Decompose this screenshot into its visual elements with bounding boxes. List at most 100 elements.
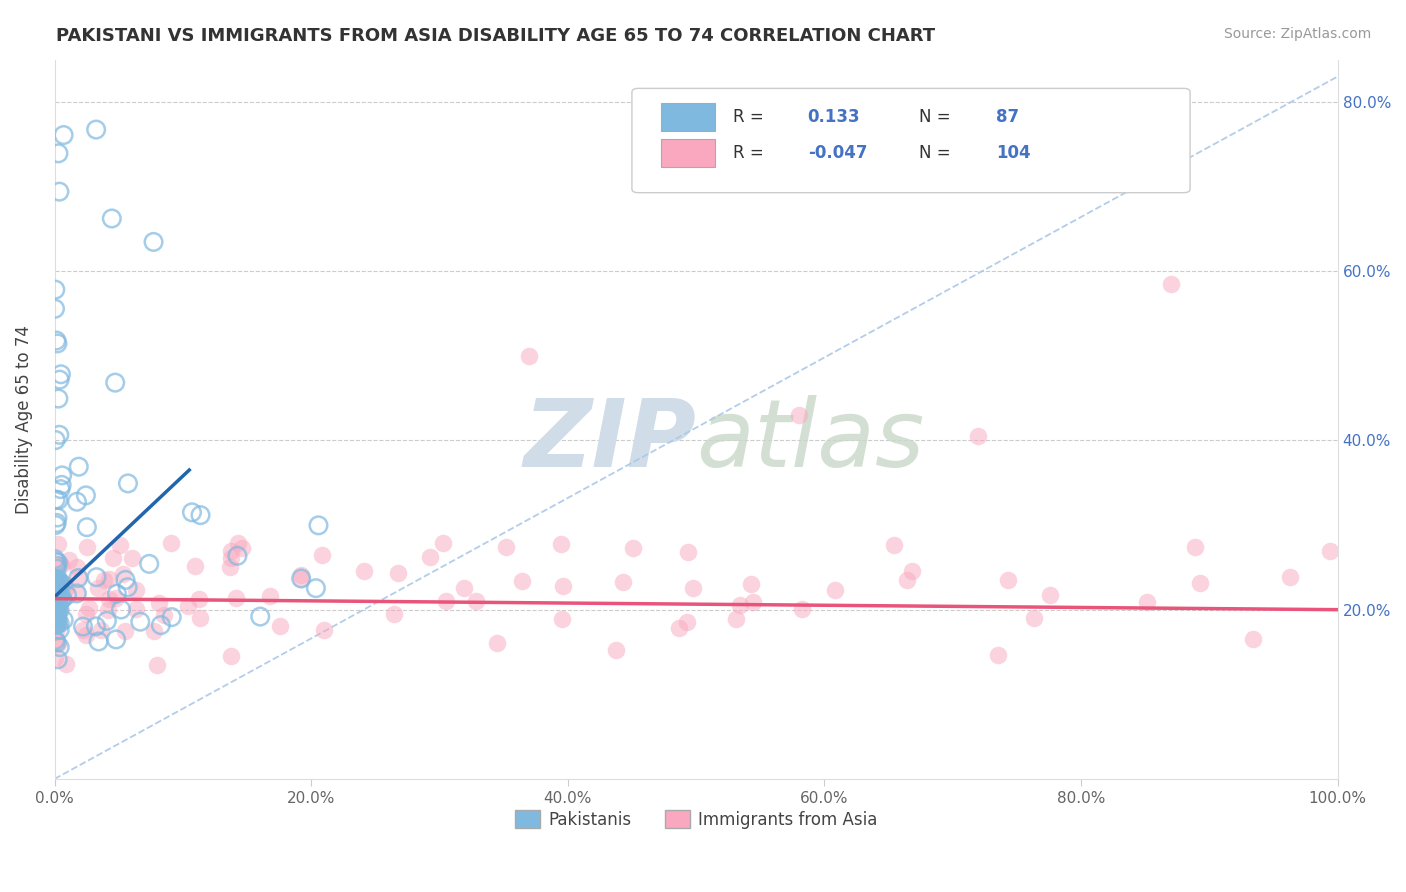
Point	[159, 536, 181, 550]
Point	[75, 628, 97, 642]
Point	[45, 561, 67, 575]
Point	[312, 624, 335, 638]
Point	[49, 575, 72, 590]
Point	[48, 616, 70, 631]
Point	[44, 598, 66, 612]
Point	[93, 573, 115, 587]
Point	[51, 468, 73, 483]
Point	[46, 595, 69, 609]
Point	[45, 334, 67, 348]
Point	[495, 540, 517, 554]
Point	[142, 624, 165, 638]
Point	[44, 633, 66, 648]
Point	[48, 588, 70, 602]
Point	[612, 574, 634, 589]
Point	[87, 581, 110, 595]
Point	[45, 578, 67, 592]
Point	[45, 617, 67, 632]
Point	[46, 652, 69, 666]
Point	[46, 592, 69, 607]
Point	[121, 551, 143, 566]
Point	[45, 601, 67, 615]
Point	[382, 607, 405, 621]
Point	[48, 591, 70, 605]
Text: PAKISTANI VS IMMIGRANTS FROM ASIA DISABILITY AGE 65 TO 74 CORRELATION CHART: PAKISTANI VS IMMIGRANTS FROM ASIA DISABI…	[56, 27, 935, 45]
Point	[387, 566, 409, 581]
Text: -0.047: -0.047	[807, 145, 868, 162]
Point	[112, 567, 135, 582]
Point	[45, 574, 67, 588]
Point	[190, 508, 212, 522]
Point	[44, 608, 66, 623]
Point	[45, 579, 67, 593]
Legend: Pakistanis, Immigrants from Asia: Pakistanis, Immigrants from Asia	[508, 804, 884, 835]
Point	[219, 560, 242, 574]
Text: 87: 87	[997, 108, 1019, 126]
Point	[104, 376, 127, 390]
Point	[553, 579, 575, 593]
Point	[44, 607, 66, 622]
Point	[44, 552, 66, 566]
Point	[67, 459, 90, 474]
Point	[51, 574, 73, 589]
Point	[181, 505, 204, 519]
Point	[58, 552, 80, 566]
Point	[48, 603, 70, 617]
Point	[44, 598, 66, 612]
Point	[46, 572, 69, 586]
Point	[45, 587, 67, 601]
Text: ZIP: ZIP	[523, 395, 696, 487]
Point	[51, 478, 73, 492]
Point	[45, 558, 67, 573]
Point	[45, 588, 67, 602]
Text: N =: N =	[920, 145, 956, 162]
FancyBboxPatch shape	[661, 103, 716, 131]
Point	[76, 540, 98, 554]
Point	[48, 623, 70, 637]
Point	[45, 518, 67, 533]
Point	[110, 602, 132, 616]
Point	[434, 593, 457, 607]
Y-axis label: Disability Age 65 to 74: Disability Age 65 to 74	[15, 325, 32, 514]
Point	[67, 570, 90, 584]
Point	[46, 556, 69, 570]
Text: 104: 104	[997, 145, 1031, 162]
Point	[465, 593, 488, 607]
Point	[605, 643, 627, 657]
Point	[550, 537, 572, 551]
Point	[44, 651, 66, 665]
FancyBboxPatch shape	[631, 88, 1189, 193]
Point	[824, 583, 846, 598]
Point	[676, 615, 699, 629]
FancyBboxPatch shape	[661, 139, 716, 167]
Point	[741, 594, 763, 608]
Point	[510, 574, 533, 588]
Point	[45, 585, 67, 599]
Point	[66, 494, 89, 508]
Point	[725, 612, 748, 626]
Point	[52, 613, 75, 627]
Point	[997, 573, 1019, 587]
Point	[967, 429, 990, 443]
Point	[129, 615, 152, 629]
Point	[46, 584, 69, 599]
Point	[125, 601, 148, 615]
Point	[48, 493, 70, 508]
Point	[46, 537, 69, 551]
Point	[45, 599, 67, 614]
Point	[72, 624, 94, 638]
Point	[90, 623, 112, 637]
Point	[55, 581, 77, 595]
Point	[432, 536, 454, 550]
Point	[45, 516, 67, 530]
Point	[1184, 541, 1206, 555]
Point	[96, 614, 118, 628]
Point	[48, 558, 70, 572]
Point	[66, 586, 89, 600]
Point	[1022, 611, 1045, 625]
Point	[105, 591, 128, 605]
Point	[46, 637, 69, 651]
Point	[45, 604, 67, 618]
Text: R =: R =	[734, 145, 769, 162]
Point	[44, 283, 66, 297]
